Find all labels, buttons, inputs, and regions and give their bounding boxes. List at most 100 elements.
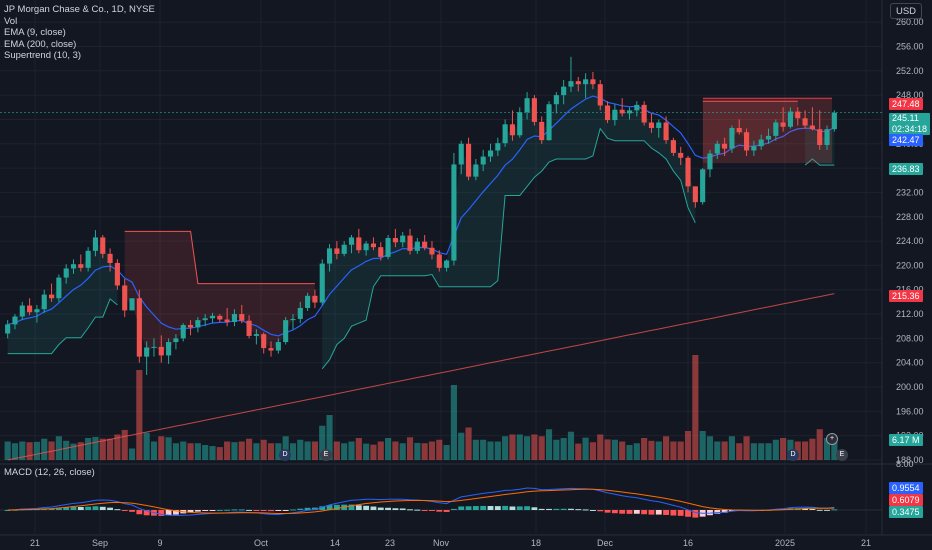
volume-bar xyxy=(699,431,706,460)
legend-supertrend[interactable]: Supertrend (10, 3) xyxy=(4,50,82,61)
candle-body xyxy=(268,348,274,351)
price-tick-label: 196.00 xyxy=(896,406,924,416)
volume-bar xyxy=(231,442,238,460)
volume-bar xyxy=(611,439,618,460)
volume-bar xyxy=(370,444,377,460)
candle-body xyxy=(531,98,537,122)
volume-bar xyxy=(816,429,823,460)
candle-body xyxy=(743,132,750,151)
legend-ema200[interactable]: EMA (200, close) xyxy=(4,38,77,50)
volume-bar xyxy=(92,436,99,460)
candle-body xyxy=(817,129,823,145)
candle-body xyxy=(341,244,347,254)
macd-histogram-bar xyxy=(582,509,589,511)
candle-body xyxy=(378,247,384,257)
macd-histogram-bar xyxy=(589,509,596,511)
macd-histogram-bar xyxy=(655,510,662,515)
dividend-marker[interactable]: D xyxy=(279,449,291,461)
macd-histogram-bar xyxy=(816,509,823,511)
candle-body xyxy=(144,347,150,357)
volume-bar xyxy=(582,437,589,460)
currency-button[interactable]: USD xyxy=(890,3,922,19)
dividend-marker[interactable]: D xyxy=(787,449,799,461)
macd-histogram-bar xyxy=(238,509,245,511)
volume-bar xyxy=(202,445,209,460)
time-tick-label: 23 xyxy=(385,538,395,548)
price-tick-label: 232.00 xyxy=(896,187,924,197)
volume-bar xyxy=(619,441,626,460)
candle-body xyxy=(831,112,837,130)
macd-histogram-bar xyxy=(487,506,494,510)
candle-body xyxy=(561,86,567,96)
volume-bar xyxy=(487,441,494,460)
candle-body xyxy=(736,127,742,133)
volume-bar xyxy=(450,385,457,460)
macd-legend[interactable]: MACD (12, 26, close) xyxy=(4,467,95,478)
candle-body xyxy=(495,143,501,151)
volume-bar xyxy=(385,438,392,460)
volume-bar xyxy=(728,436,735,460)
price-axis[interactable]: 260.00256.00252.00248.00244.00240.00236.… xyxy=(896,17,924,469)
macd-histogram-bar xyxy=(121,510,128,512)
candle-body xyxy=(129,298,135,311)
volume-bar xyxy=(780,438,787,460)
time-tick-label: 18 xyxy=(531,538,541,548)
macd-histogram-bar xyxy=(560,508,567,510)
candle-body xyxy=(48,294,55,299)
macd-histogram-bar xyxy=(114,509,121,511)
macd-histogram-bar xyxy=(311,507,318,510)
candle-body xyxy=(370,243,377,248)
legend-ema9[interactable]: EMA (9, close) xyxy=(4,27,66,38)
macd-histogram-bar xyxy=(663,510,670,515)
macd-histogram-bar xyxy=(165,510,172,516)
earnings-marker[interactable]: E xyxy=(836,449,848,461)
volume-bar xyxy=(750,443,757,460)
candle-body xyxy=(195,320,201,328)
candle-body xyxy=(802,118,808,126)
candle-body xyxy=(56,277,62,299)
candle-body xyxy=(63,268,69,278)
ema200-line xyxy=(7,293,835,461)
supertrend-fill xyxy=(322,81,696,369)
candle-body xyxy=(326,248,333,264)
time-tick-label: Sep xyxy=(92,538,108,548)
macd-histogram-bar xyxy=(502,505,509,510)
supertrend-line xyxy=(124,230,315,285)
candle-body xyxy=(568,81,574,87)
macd-histogram-bar xyxy=(297,508,304,510)
macd-histogram-bar xyxy=(4,510,11,511)
price-tick-label: 256.00 xyxy=(896,41,924,51)
volume-bar xyxy=(341,443,348,460)
volume-bar xyxy=(77,442,84,460)
price-tick-label: 204.00 xyxy=(896,358,924,368)
volume-bar xyxy=(494,441,501,460)
volume-bar xyxy=(443,445,450,460)
candle-body xyxy=(19,305,25,317)
volume-bar xyxy=(194,443,201,460)
candle-body xyxy=(539,121,545,141)
candle-body xyxy=(546,104,552,141)
legend-vol[interactable]: Vol xyxy=(4,15,18,27)
symbol-title[interactable]: JP Morgan Chase & Co., 1D, NYSE xyxy=(4,4,155,15)
candle-body xyxy=(524,98,530,113)
candle-body xyxy=(85,250,91,268)
macd-histogram-bar xyxy=(246,509,253,511)
volume-bar xyxy=(99,438,106,460)
macd-histogram-bar xyxy=(172,510,179,515)
candle-body xyxy=(122,285,128,311)
candle-body xyxy=(707,153,713,170)
macd-histogram-bar xyxy=(531,507,538,510)
candle-body xyxy=(283,320,289,343)
macd-histogram-bar xyxy=(604,510,611,513)
macd-histogram-bar xyxy=(524,506,531,510)
volume-bar xyxy=(289,443,297,460)
candle-body xyxy=(780,122,786,127)
add-event-icon[interactable]: + xyxy=(826,433,838,445)
ema9-line xyxy=(7,95,835,337)
candle-body xyxy=(166,342,172,356)
volume-bar xyxy=(706,436,714,460)
volume-bar xyxy=(4,441,11,460)
time-axis[interactable]: 21 Sep 9 Oct 14 23 Nov 18 Dec 16 2025 21 xyxy=(30,538,871,548)
earnings-marker[interactable]: E xyxy=(320,449,332,461)
